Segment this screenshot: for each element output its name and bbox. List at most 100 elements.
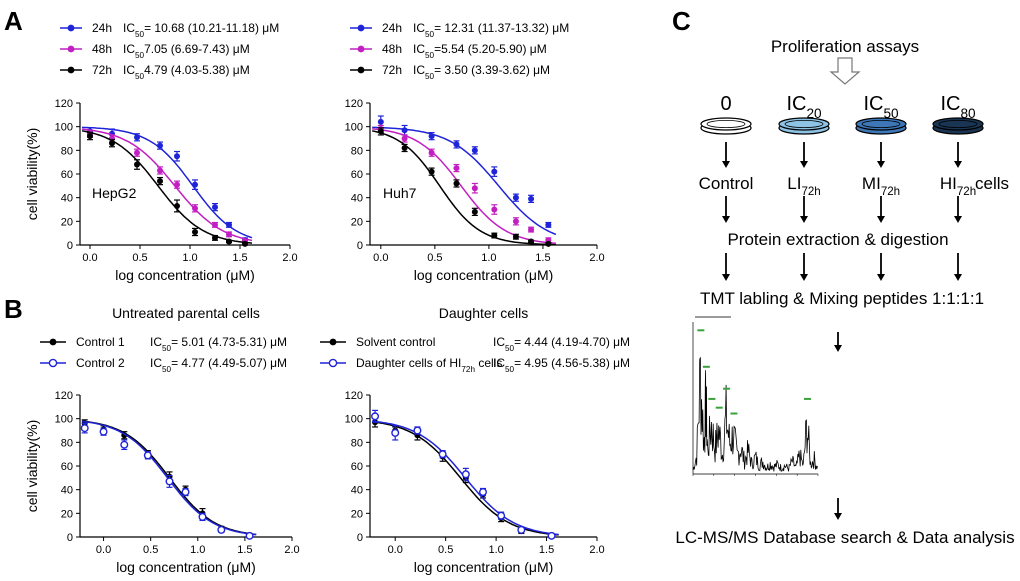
x-axis-label: log concentration (μM) [116,559,256,575]
x-tick-label: 0.5 [143,544,158,556]
y-tick-label: 40 [61,485,73,497]
legend-label: 72h [382,63,402,77]
x-tick-label: 0.0 [96,544,111,556]
data-point [217,525,226,534]
x-tick-label: 2.0 [282,252,297,264]
data-point [512,233,519,240]
data-point [471,208,478,215]
data-point [134,161,140,168]
peak-label-mark [730,412,738,415]
data-point [545,221,552,228]
data-point [428,149,435,156]
legend-label: Solvent control [356,335,435,349]
legend-label: 48h [382,42,402,56]
data-point [528,195,535,202]
x-tick-label: 0.5 [427,252,442,264]
data-point [377,128,384,135]
fit-curve [372,130,556,246]
y-tick-label: 40 [351,485,363,497]
legend-label: 24h [382,21,402,35]
down-arrow-icon-head [954,216,962,223]
x-tick-label: 1.5 [535,252,550,264]
cells-suffix: cells [975,174,1009,193]
data-point [512,194,519,201]
legend-ic50: IC507.05 (6.69-7.43) μM [123,42,250,60]
fit-curve [81,128,253,242]
chart-title: Daughter cells [439,305,529,321]
y-tick-label: 120 [55,98,73,110]
y-tick-label: 0 [357,532,363,544]
data-point [491,206,498,213]
legend-marker [357,66,365,74]
x-tick-label: 1.5 [539,544,554,556]
fit-curve [81,126,253,239]
down-arrow-icon-head [877,274,885,281]
legend-ic50: IC50= 4.77 (4.49-5.07) μM [150,356,287,374]
legend-ic50: IC50= 3.50 (3.39-3.62) μM [413,63,550,81]
y-tick-label: 120 [345,390,363,402]
data-point [143,451,152,460]
down-arrow-icon-head [800,161,808,168]
down-arrow-icon-head [954,161,962,168]
legend-ic50: IC50=5.54 (5.20-5.90) μM [413,42,547,60]
data-point [401,144,408,151]
x-tick-label: 0.0 [388,544,403,556]
legend-marker [328,358,338,368]
down-arrow-icon-head [877,216,885,223]
data-point [547,531,556,540]
legend-ic50: IC50= 10.68 (10.21-11.18) μM [123,21,279,39]
fit-curve [371,420,559,536]
data-point [87,133,93,140]
data-point [391,428,400,437]
x-tick-label: 1.0 [488,544,503,556]
data-point [134,149,140,156]
data-point [377,118,384,125]
data-point [120,440,129,449]
x-tick-label: 1.5 [237,544,252,556]
group-label: HI72h [940,174,976,198]
legend-label: Daughter cells of HI72h cells [356,356,502,374]
legend-ic50: IC50= 4.95 (4.56-5.38) μM [493,356,630,374]
x-tick-label: 0.5 [438,544,453,556]
data-point [181,488,190,497]
data-point [226,238,232,245]
y-tick-label: 40 [351,193,363,205]
down-arrow-icon-head [800,274,808,281]
data-point [371,412,380,421]
x-axis-label: log concentration (μM) [115,267,255,283]
data-point [174,153,180,160]
group-label: Control [699,174,754,193]
y-tick-label: 120 [345,98,363,110]
workflow-diagram: Proliferation assays 0 IC20 IC50 IC80 Control… [675,37,1014,547]
data-point [198,512,207,521]
hollow-arrow-icon [829,57,861,85]
panel-label-c: C [672,6,691,36]
data-point [453,180,460,187]
peak-label-mark [715,406,723,409]
legend-label: Control 1 [76,335,125,349]
cell-line-label: Huh7 [383,185,417,201]
legend-marker [357,24,365,32]
data-point [192,181,198,188]
peak-label-mark [803,397,811,400]
data-point [471,147,478,154]
data-point [174,181,180,188]
data-point [545,240,552,247]
data-point [212,221,218,228]
data-point [245,531,254,540]
dose-label: 0 [720,93,731,115]
x-tick-label: 2.0 [284,544,299,556]
data-point [512,218,519,225]
y-tick-label: 60 [351,169,363,181]
down-arrow-icon-head [834,345,842,352]
y-tick-label: 80 [61,437,73,449]
data-point [461,470,470,479]
group-label: LI72h [787,174,820,198]
x-axis-label: log concentration (μM) [414,267,554,283]
x-tick-label: 1.5 [232,252,247,264]
data-point [165,477,174,486]
data-point [401,135,408,142]
x-axis-label: log concentration (μM) [414,559,554,575]
x-tick-label: 0.5 [132,252,147,264]
